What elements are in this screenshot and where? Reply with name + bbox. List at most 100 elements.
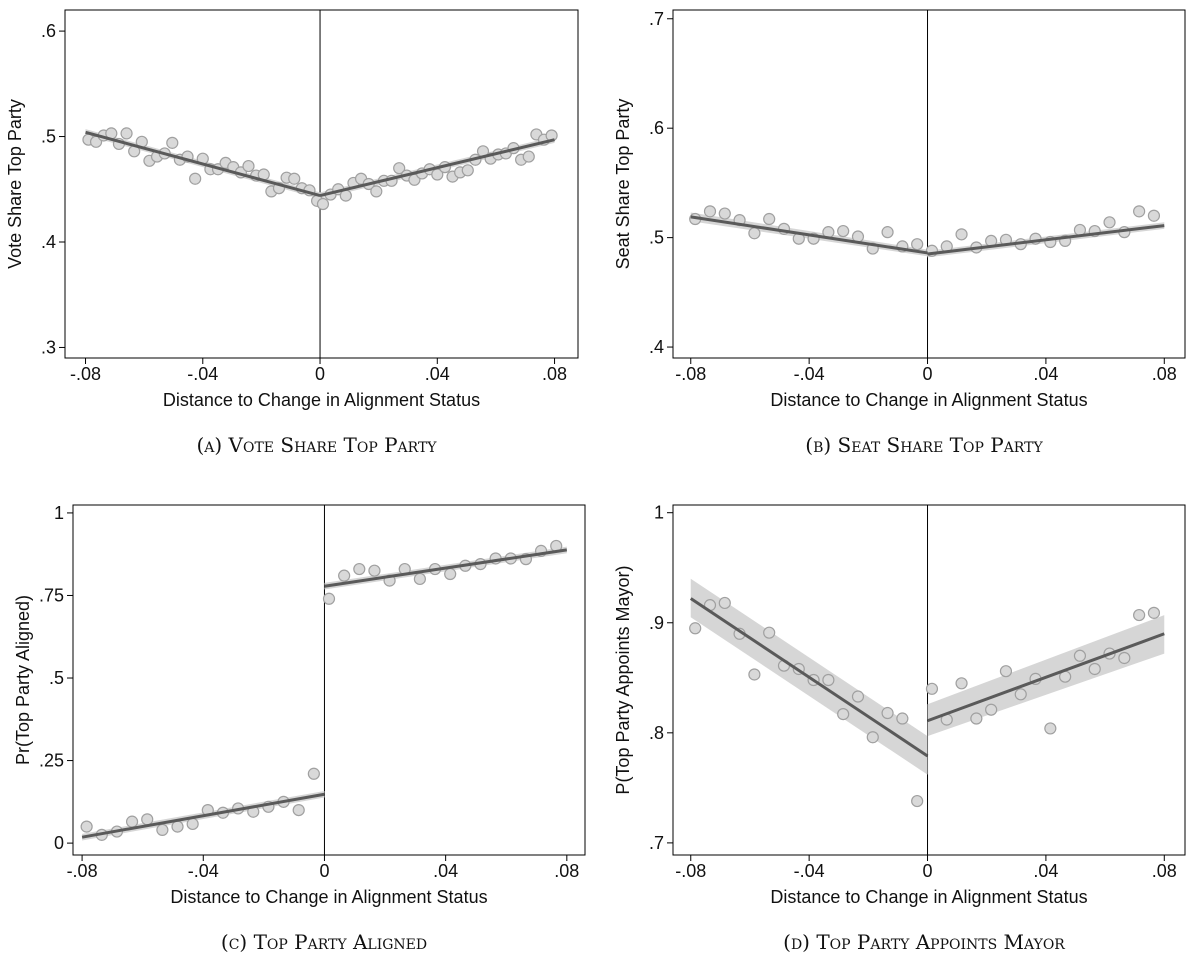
y-tick-label: .25 [39, 751, 64, 771]
data-point [999, 665, 1013, 678]
y-tick-label: .9 [649, 613, 664, 633]
y-axis-label: Vote Share Top Party [5, 99, 25, 269]
x-axis-label: Distance to Change in Alignment Status [163, 390, 480, 410]
x-tick-label: -.08 [67, 861, 98, 881]
data-point [1147, 209, 1161, 222]
y-tick-label: .4 [41, 232, 56, 252]
data-point [985, 703, 998, 716]
data-point [1088, 662, 1101, 676]
data-point [522, 150, 535, 163]
data-point [444, 567, 457, 581]
x-tick-label: .04 [425, 364, 450, 384]
data-point [120, 127, 133, 140]
x-axis-label: Distance to Change in Alignment Status [170, 887, 487, 907]
plot-frame [672, 504, 1186, 856]
y-tick-label: .75 [39, 585, 64, 605]
data-point [881, 226, 894, 239]
data-point [292, 803, 305, 817]
y-tick-label: .5 [41, 127, 56, 147]
y-tick-label: 1 [54, 503, 64, 523]
data-point [955, 228, 968, 241]
data-point [322, 592, 336, 605]
x-tick-label: -.08 [675, 364, 706, 384]
y-tick-label: 0 [54, 833, 64, 853]
data-point [866, 731, 879, 744]
x-tick-label: 0 [319, 861, 329, 881]
x-tick-label: .08 [1152, 861, 1177, 881]
data-point [338, 569, 351, 582]
y-tick-label: .7 [649, 9, 664, 29]
y-tick-label: .8 [649, 723, 664, 743]
x-axis-label: Distance to Change in Alignment Status [770, 887, 1087, 907]
data-point [822, 673, 835, 687]
fit-line [690, 215, 928, 255]
plot-frame [672, 9, 1186, 359]
fit-line [81, 792, 325, 839]
y-tick-label: .5 [649, 228, 664, 248]
x-tick-label: .08 [542, 364, 567, 384]
y-tick-label: .4 [649, 337, 664, 357]
y-axis-label: P(Top Party Appoints Mayor) [613, 565, 633, 794]
fit-line [927, 224, 1165, 256]
data-point [368, 564, 381, 577]
panel-caption: (b) Seat Share Top Party [805, 433, 1043, 457]
data-point [1133, 608, 1146, 622]
data-point [125, 815, 139, 828]
panel-caption: (d) Top Party Appoints Mayor [783, 930, 1065, 954]
y-tick-label: .5 [49, 668, 64, 688]
data-point [837, 708, 850, 721]
x-tick-label: .08 [1152, 364, 1177, 384]
data-point [1147, 606, 1161, 619]
data-point [171, 820, 184, 833]
x-tick-label: .08 [554, 861, 579, 881]
data-point [955, 677, 968, 690]
y-tick-label: .3 [41, 337, 56, 357]
data-point [141, 813, 154, 826]
data-point [353, 562, 366, 576]
x-tick-label: -.08 [70, 364, 101, 384]
y-axis-label: Pr(Top Party Aligned) [13, 595, 33, 765]
data-point [911, 794, 924, 808]
data-point [316, 197, 330, 211]
plot-frame [64, 9, 579, 359]
x-tick-label: -.04 [794, 364, 825, 384]
data-point [970, 712, 983, 725]
data-point [393, 162, 406, 175]
data-point [186, 817, 199, 831]
x-tick-label: .04 [1033, 861, 1058, 881]
fit-line [689, 597, 929, 758]
x-tick-label: -.04 [794, 861, 825, 881]
data-point [189, 172, 202, 185]
data-point [703, 205, 717, 218]
data-point [718, 596, 731, 610]
fit-line [324, 548, 568, 588]
data-point [1014, 688, 1027, 701]
data-point [156, 823, 169, 837]
data-point [413, 572, 426, 586]
x-tick-label: 0 [315, 364, 325, 384]
fit-line [85, 130, 321, 198]
data-point [1073, 649, 1087, 662]
panel-caption: (a) Vote Share Top Party [196, 433, 437, 457]
data-point [837, 224, 850, 238]
data-point [763, 626, 776, 639]
y-tick-label: .7 [649, 833, 664, 853]
data-point [748, 227, 761, 240]
x-tick-label: -.08 [675, 861, 706, 881]
data-point [307, 767, 320, 780]
data-point [851, 690, 865, 703]
fit-line [927, 632, 1165, 723]
data-point [166, 136, 179, 149]
fit-line [319, 138, 555, 198]
data-point [896, 712, 909, 725]
data-point [1044, 722, 1057, 735]
y-tick-label: .6 [41, 21, 56, 41]
x-tick-label: .04 [433, 861, 458, 881]
y-axis-label: Seat Share Top Party [613, 99, 633, 270]
data-point [461, 164, 474, 177]
data-point [925, 682, 939, 695]
data-point [288, 172, 301, 185]
data-point [80, 820, 93, 833]
